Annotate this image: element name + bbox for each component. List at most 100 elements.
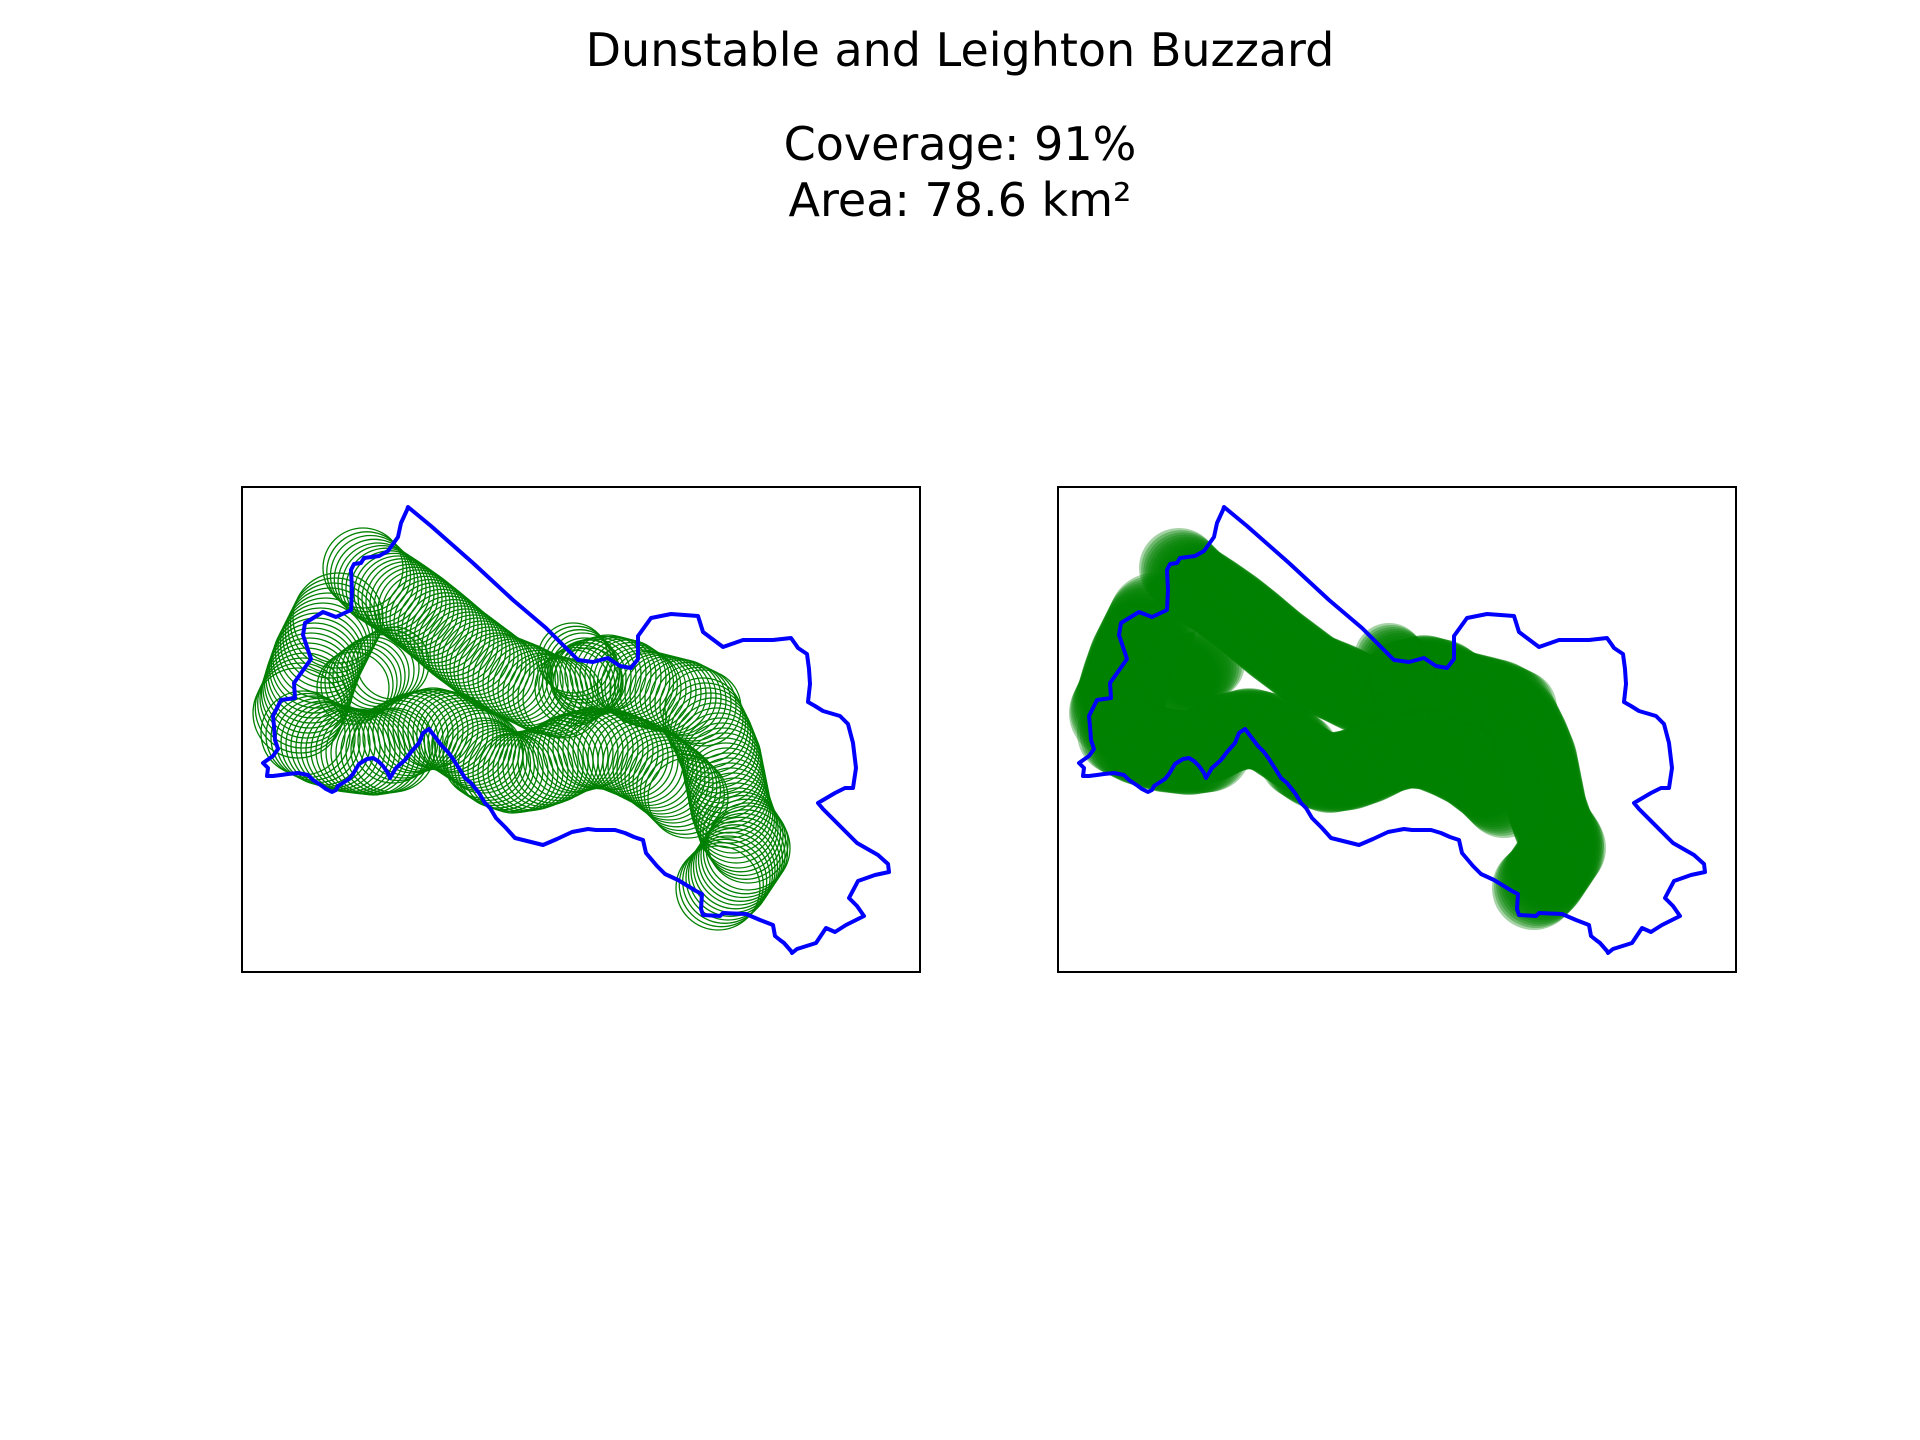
coverage-circle <box>1438 654 1515 731</box>
coverage-circle <box>1169 552 1249 633</box>
coverage-circle <box>1280 730 1360 810</box>
coverage-circle <box>1499 729 1580 810</box>
coverage-circle <box>597 719 679 802</box>
coverage-circle <box>1512 782 1592 863</box>
area-label: Area: 78.6 km² <box>788 173 1132 227</box>
coverage-circle <box>1329 723 1409 803</box>
coverage-circle <box>416 694 498 777</box>
coverage-circle <box>1231 601 1312 682</box>
coverage-circle <box>1518 811 1603 895</box>
coverage-circle <box>1189 693 1269 773</box>
coverage-circle <box>1502 836 1586 920</box>
coverage-circle <box>1364 633 1434 703</box>
coverage-circle <box>1466 662 1543 739</box>
coverage-circle <box>1071 663 1162 753</box>
coverage-circle <box>1501 741 1582 821</box>
coverage-circle <box>1141 530 1222 611</box>
coverage-circle <box>449 626 531 708</box>
coverage-circle <box>1323 725 1404 805</box>
coverage-circle <box>1510 823 1595 908</box>
coverage-circle <box>1498 723 1579 804</box>
coverage-circle <box>1084 627 1174 718</box>
coverage-circle <box>1420 723 1501 804</box>
coverage-circle <box>1214 586 1294 666</box>
coverage-circle <box>1455 658 1532 735</box>
coverage-circle <box>1145 642 1218 715</box>
coverage-circle <box>1274 728 1354 808</box>
coverage-circle <box>1131 709 1216 794</box>
coverage-circle <box>1287 638 1368 719</box>
coverage-circle <box>1085 695 1170 780</box>
coverage-circle <box>1349 713 1429 793</box>
coverage-circle <box>1279 635 1360 716</box>
coverage-circle <box>1394 637 1471 714</box>
coverage-circle <box>1254 618 1334 698</box>
coverage-circle <box>1520 798 1601 878</box>
coverage-circle <box>1079 641 1170 732</box>
coverage-circle <box>636 746 718 828</box>
coverage-circle <box>1346 714 1427 795</box>
coverage-circle <box>1510 776 1590 857</box>
coverage-circle <box>333 538 415 620</box>
coverage-circle <box>1334 720 1415 801</box>
coverage-circle <box>1391 636 1468 713</box>
coverage-circle <box>1358 645 1435 721</box>
coverage-circle <box>1106 578 1197 669</box>
coverage-circle <box>1296 641 1377 722</box>
coverage-circle <box>1360 629 1430 699</box>
coverage-circle <box>1397 713 1478 794</box>
coverage-circle <box>282 592 374 684</box>
coverage-circle <box>1517 813 1601 898</box>
coverage-circle <box>1314 728 1395 808</box>
coverage-circle <box>1159 546 1239 627</box>
coverage-circle <box>1140 646 1213 719</box>
coverage-circle <box>332 639 406 713</box>
coverage-circle <box>1343 715 1424 796</box>
coverage-circle <box>1155 709 1240 794</box>
coverage-circle <box>1377 637 1454 714</box>
coverage-circle <box>1309 730 1389 810</box>
coverage-circle <box>1337 718 1418 799</box>
coverage-circle <box>1377 708 1458 789</box>
coverage-circle <box>1181 561 1262 642</box>
coverage-circle <box>612 727 694 809</box>
coverage-circle <box>267 627 359 719</box>
coverage-circle <box>257 657 349 749</box>
coverage-circle <box>1261 623 1342 704</box>
coverage-circle <box>1304 645 1385 726</box>
coverage-circle <box>412 692 494 774</box>
coverage-circle <box>453 724 535 807</box>
coverage-circle <box>1076 650 1167 741</box>
coverage-circle <box>678 842 764 928</box>
coverage-circle <box>699 791 782 873</box>
coverage-circle <box>1436 733 1517 814</box>
coverage-circle <box>1119 707 1204 792</box>
coverage-filled-panel <box>1057 486 1737 973</box>
coverage-circle <box>1429 652 1506 729</box>
coverage-circle <box>1423 725 1504 806</box>
coverage-circle <box>1453 747 1534 828</box>
coverage-circle <box>1371 708 1452 789</box>
coverage-circle <box>1317 727 1398 807</box>
coverage-circle <box>1229 693 1309 773</box>
coverage-circle <box>1152 710 1237 795</box>
coverage-circle <box>1236 698 1317 778</box>
coverage-circle <box>1135 650 1208 723</box>
coverage-circle <box>1492 706 1573 787</box>
coverage-circle <box>417 602 499 684</box>
coverage-circle <box>1214 689 1295 770</box>
coverage-circle <box>1133 652 1205 724</box>
coverage-circle <box>1246 704 1327 785</box>
coverage-circle <box>1226 692 1307 773</box>
coverage-circle <box>1078 644 1169 735</box>
coverage-circle <box>361 558 443 640</box>
coverage-circle <box>1149 538 1230 619</box>
coverage-circle <box>1285 637 1366 718</box>
coverage-circle <box>1336 657 1417 738</box>
coverage-circle <box>1241 608 1322 689</box>
coverage-circle <box>1171 554 1252 635</box>
coverage-circle <box>1079 692 1164 777</box>
coverage-circle <box>1388 635 1465 712</box>
coverage-circle <box>1176 557 1257 638</box>
coverage-circle <box>389 578 471 661</box>
